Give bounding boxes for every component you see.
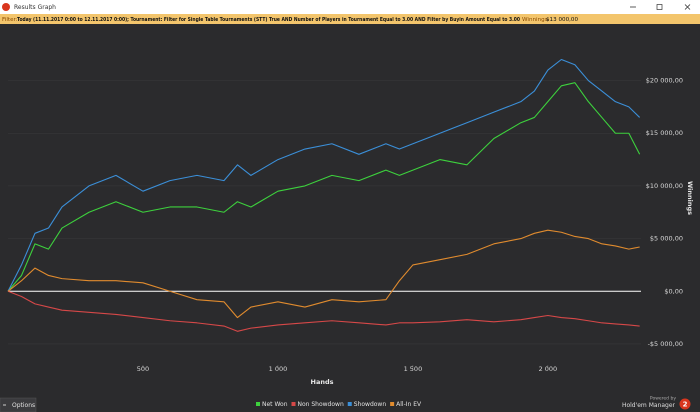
y-tick-label: $15 000,00 bbox=[646, 129, 683, 137]
legend-swatch bbox=[390, 402, 395, 406]
legend-swatch bbox=[256, 402, 260, 406]
options-text[interactable]: Options bbox=[12, 402, 35, 409]
legend-swatch bbox=[291, 402, 296, 406]
restore-button[interactable] bbox=[656, 4, 663, 10]
options-button[interactable] bbox=[0, 397, 37, 412]
brand-version: 2 bbox=[683, 401, 688, 409]
y-tick-label: $0,00 bbox=[664, 287, 683, 295]
winnings-value: $13 000,00 bbox=[546, 17, 578, 23]
brand-badge bbox=[679, 398, 691, 410]
window-title: Results Graph bbox=[14, 4, 56, 11]
series-line bbox=[7, 229, 640, 319]
x-tick-label: 500 bbox=[137, 365, 149, 373]
x-axis-label: Hands bbox=[311, 378, 334, 386]
app-icon bbox=[2, 3, 10, 11]
y-tick-label: $10 000,00 bbox=[646, 182, 683, 190]
powered-by: Powered by bbox=[650, 396, 676, 402]
close-button[interactable] bbox=[684, 4, 691, 10]
series-line bbox=[7, 58, 641, 292]
y-tick-label: $5 000,00 bbox=[650, 235, 683, 243]
legend: Net Won Non Showdown Showdown All-In EV bbox=[256, 401, 422, 408]
series-line bbox=[7, 290, 640, 332]
y-tick-label: -$5 000,00 bbox=[648, 340, 683, 348]
filter-bar bbox=[0, 14, 700, 24]
legend-label: Showdown bbox=[354, 401, 387, 408]
legend-label: Net Won bbox=[262, 401, 288, 408]
legend-swatch bbox=[347, 402, 352, 406]
x-tick-label: 1 000 bbox=[269, 365, 288, 373]
y-axis-label: Winnings bbox=[686, 181, 694, 215]
series-line bbox=[7, 82, 641, 292]
legend-label: All-In EV bbox=[396, 401, 422, 408]
winnings-label: Winnings: bbox=[522, 17, 550, 23]
title-bar bbox=[0, 0, 700, 14]
x-tick-label: 2 000 bbox=[539, 365, 558, 373]
x-tick-label: 1 500 bbox=[404, 365, 423, 373]
brand-name: Hold'em Manager bbox=[622, 402, 676, 409]
chart: -$5 000,00 $0,00 $5 000,00 $10 000,00 $15 00… bbox=[7, 58, 683, 373]
legend-label: Non Showdown bbox=[298, 401, 344, 408]
filter-text: Today (11.11.2017 0:00 to 12.11.2017 0:0… bbox=[17, 17, 520, 23]
filter-label: Filter: bbox=[2, 17, 18, 23]
y-tick-label: $20 000,00 bbox=[646, 77, 683, 85]
